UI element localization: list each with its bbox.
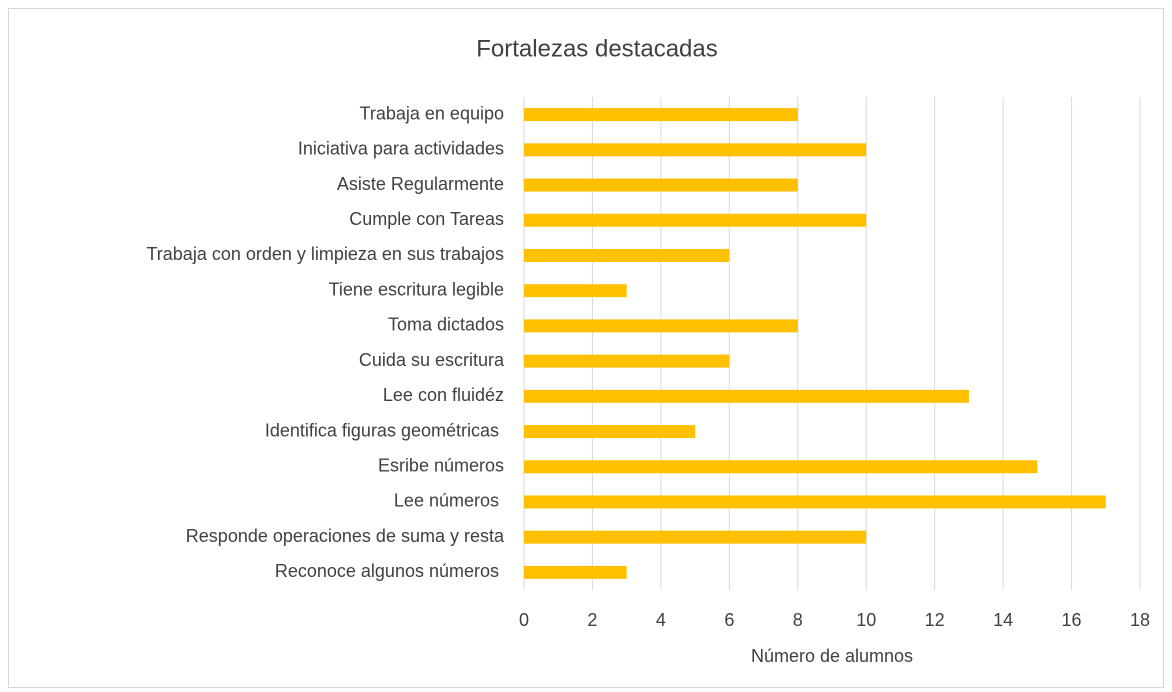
x-axis-title: Número de alumnos xyxy=(751,646,913,666)
x-tick-label: 10 xyxy=(856,610,876,630)
bar xyxy=(524,460,1038,474)
bar xyxy=(524,425,696,439)
y-tick-label: Trabaja con orden y limpieza en sus trab… xyxy=(146,244,504,264)
y-tick-label: Esribe números xyxy=(378,456,504,476)
x-tick-label: 2 xyxy=(587,610,597,630)
x-tick-label: 6 xyxy=(724,610,734,630)
x-tick-label: 16 xyxy=(1062,610,1082,630)
bar xyxy=(524,213,867,227)
x-tick-label: 0 xyxy=(519,610,529,630)
y-tick-label: Identifica figuras geométricas xyxy=(265,420,504,440)
bar xyxy=(524,354,730,368)
y-tick-label: Lee números xyxy=(394,491,504,511)
x-tick-label: 8 xyxy=(793,610,803,630)
y-tick-label: Cuida su escritura xyxy=(359,350,505,370)
chart-title: Fortalezas destacadas xyxy=(476,35,717,62)
bar xyxy=(524,178,798,192)
x-tick-label: 4 xyxy=(656,610,666,630)
bar xyxy=(524,108,798,122)
x-tick-label: 14 xyxy=(993,610,1013,630)
bar xyxy=(524,248,730,262)
bar xyxy=(524,495,1106,509)
bar xyxy=(524,389,969,403)
y-tick-label: Tiene escritura legible xyxy=(329,279,504,299)
y-tick-label: Reconoce algunos números xyxy=(275,561,504,581)
y-tick-label: Trabaja en equipo xyxy=(360,103,504,123)
bar xyxy=(524,530,867,544)
y-tick-label: Asiste Regularmente xyxy=(337,174,504,194)
y-tick-label: Lee con fluidéz xyxy=(383,385,504,405)
bar xyxy=(524,319,798,333)
x-tick-label: 12 xyxy=(925,610,945,630)
bar xyxy=(524,284,627,298)
x-tick-label: 18 xyxy=(1130,610,1150,630)
bar xyxy=(524,143,867,157)
y-tick-label: Cumple con Tareas xyxy=(349,209,504,229)
y-tick-label: Responde operaciones de suma y resta xyxy=(186,526,505,546)
bar xyxy=(524,565,627,579)
y-tick-label: Iniciativa para actividades xyxy=(298,139,504,159)
y-tick-label: Toma dictados xyxy=(388,315,504,335)
